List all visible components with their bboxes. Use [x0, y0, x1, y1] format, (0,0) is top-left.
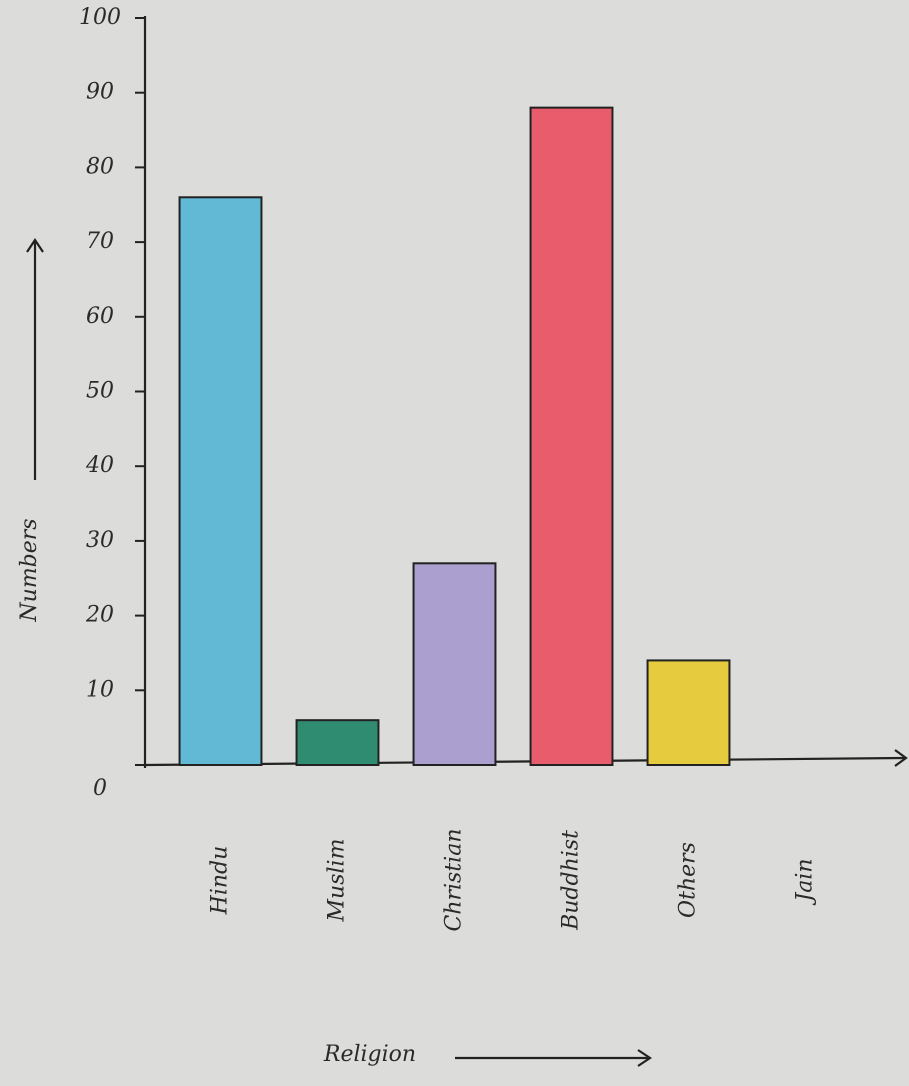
x-tick-label: Others — [676, 842, 701, 918]
x-axis-arrow — [894, 749, 908, 767]
y-tick-label: 50 — [86, 379, 114, 404]
bar — [646, 659, 731, 766]
y-tick-label: 80 — [86, 154, 114, 179]
y-tick-label: 10 — [86, 677, 114, 702]
y-axis-label: Numbers — [17, 518, 42, 622]
y-tick-label: 60 — [86, 304, 114, 329]
y-tick-label: 30 — [86, 528, 114, 553]
y-tick-label: 70 — [86, 229, 114, 254]
x-tick-label: Jain — [793, 858, 818, 905]
x-label-arrow-head — [637, 1049, 652, 1067]
bar — [295, 719, 380, 766]
x-tick-label: Muslim — [325, 839, 350, 923]
x-axis — [144, 756, 906, 767]
bar — [529, 106, 614, 766]
y-label-arrow-head — [26, 238, 44, 253]
y-tick-label: 0 — [93, 776, 107, 801]
y-tick-label: 100 — [79, 5, 121, 30]
x-tick-label: Hindu — [208, 846, 233, 916]
bar — [178, 196, 263, 766]
y-tick-label: 40 — [85, 453, 114, 478]
y-tick-label: 20 — [85, 603, 114, 628]
x-tick-label: Buddhist — [559, 830, 584, 931]
x-tick-label: Christian — [442, 828, 467, 931]
y-tick-label: 90 — [86, 80, 114, 105]
bar — [412, 562, 497, 766]
x-axis-label: Religion — [323, 1042, 416, 1067]
